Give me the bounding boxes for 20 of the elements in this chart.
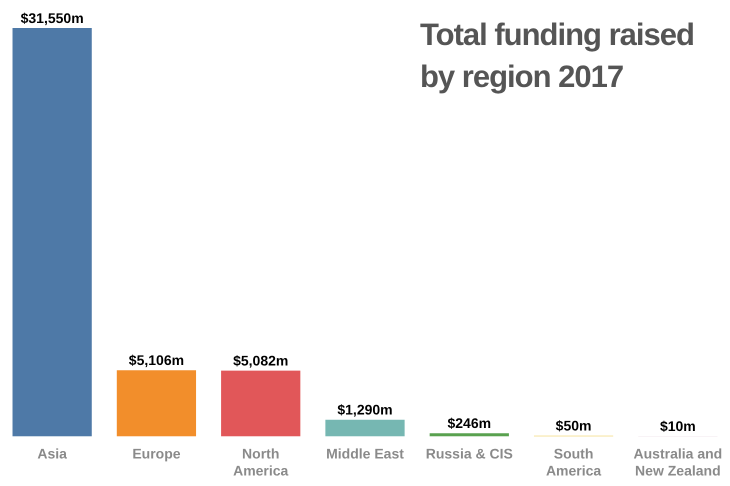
- x-tick-label: Middle East: [326, 446, 404, 462]
- bar: [12, 28, 92, 436]
- chart-title: Total funding raised by region 2017: [420, 16, 695, 96]
- data-label: $5,082m: [233, 352, 288, 368]
- x-tick-label: Europe: [132, 446, 181, 462]
- x-tick-label: North America: [233, 446, 289, 478]
- x-tick-label: Russia & CIS: [426, 446, 513, 462]
- data-label: $10m: [660, 418, 696, 434]
- data-label: $246m: [447, 415, 492, 432]
- bar: [325, 420, 405, 436]
- data-label: $1,290m: [337, 402, 393, 418]
- bar: [430, 433, 509, 436]
- bar: [221, 370, 300, 436]
- data-label: $5,106m: [128, 352, 184, 368]
- x-tick-label: Australia and New Zealand: [634, 446, 722, 478]
- x-tick-label: Asia: [37, 446, 68, 462]
- data-label: $31,550m: [20, 10, 84, 26]
- data-label: $50m: [556, 418, 592, 434]
- bar: [116, 370, 196, 436]
- x-tick-label: South America: [546, 446, 602, 478]
